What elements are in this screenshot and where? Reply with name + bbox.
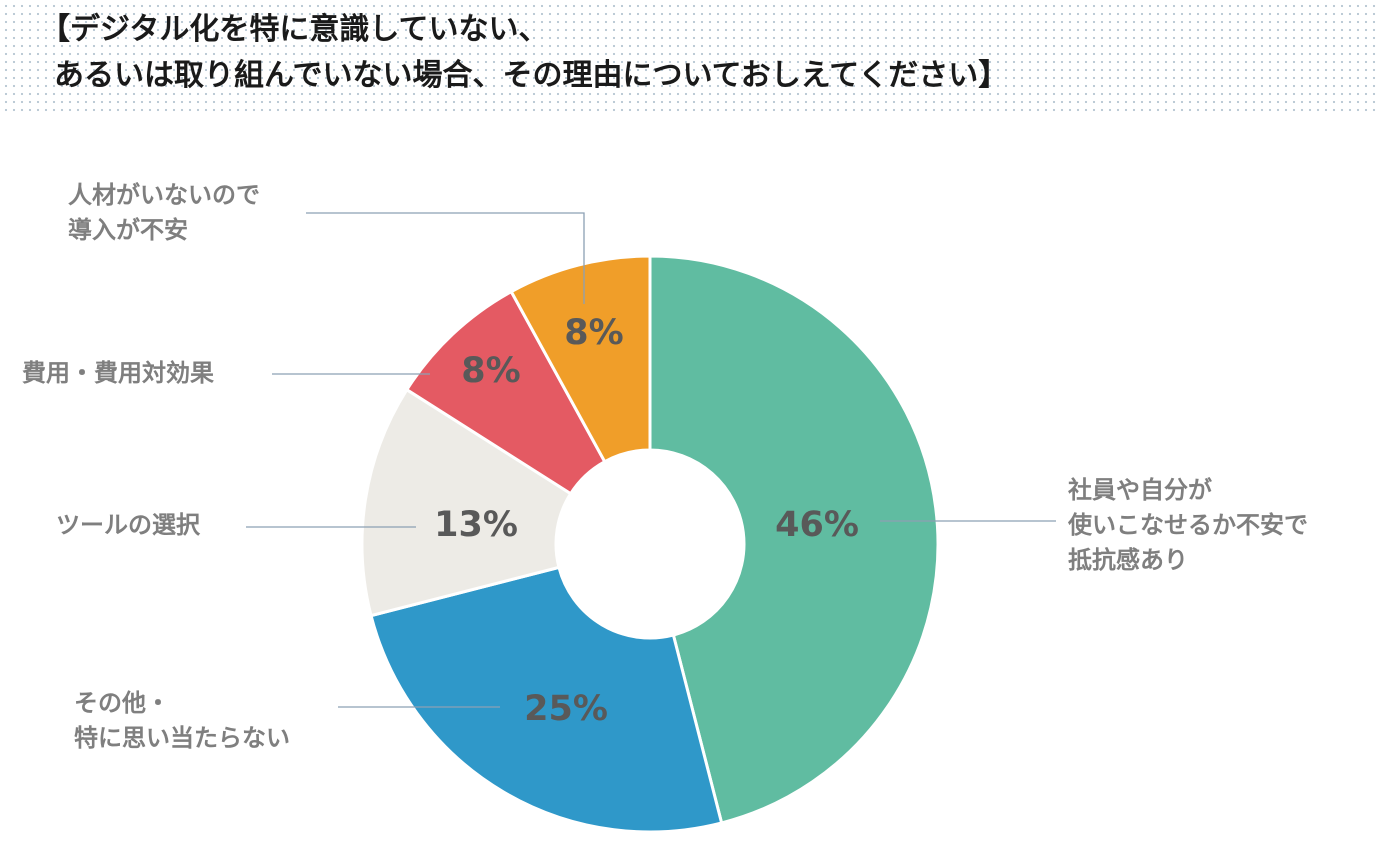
percent-label-3: 8% (461, 351, 520, 391)
donut-slice-2 (360, 388, 573, 618)
chart-title-line-1: 【デジタル化を特に意識していない、 (40, 12, 549, 47)
title-band (0, 0, 1379, 112)
donut-slice-0 (648, 254, 940, 825)
chart-title-line-2: あるいは取り組んでいない場合、その理由についておしえてください】 (54, 58, 1009, 93)
percent-label-1: 25% (524, 689, 608, 729)
category-label-0-line-1: 使いこなせるか不安で (1067, 511, 1308, 539)
category-label-4-line-0: 人材がいないので (68, 181, 260, 209)
percent-label-4: 8% (564, 313, 623, 353)
slices-group (360, 254, 940, 834)
category-label-0-line-2: 抵抗感あり (1068, 546, 1188, 574)
category-label-4-line-1: 導入が不安 (68, 216, 188, 244)
category-label-1-line-0: その他・ (74, 689, 170, 717)
percent-labels-group: 46% 25% 13% 8% 8% (434, 313, 859, 729)
category-label-3-line-0: 費用・費用対効果 (22, 359, 214, 387)
percent-label-0: 46% (775, 505, 859, 545)
category-label-1-line-1: 特に思い当たらない (74, 724, 290, 752)
donut-slice-3 (405, 290, 607, 496)
donut-slice-4 (509, 254, 652, 464)
percent-label-2: 13% (434, 505, 518, 545)
category-label-2-line-0: ツールの選択 (56, 511, 201, 539)
donut-slice-1 (369, 565, 724, 834)
category-label-0-line-0: 社員や自分が (1068, 476, 1212, 504)
leader-lines-group (246, 212, 1056, 708)
leader-line-4 (306, 212, 585, 304)
